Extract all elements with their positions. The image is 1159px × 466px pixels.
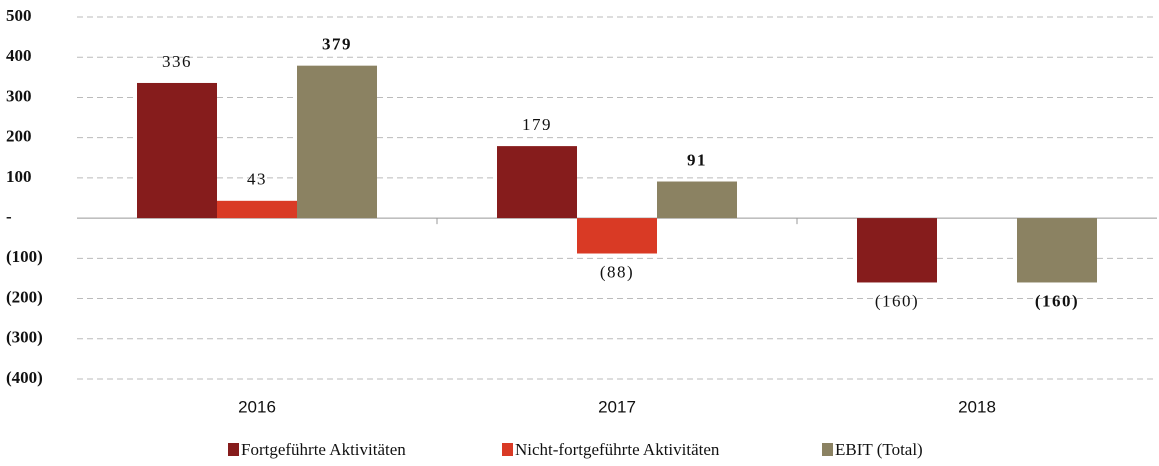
x-tick-label: 2017 (598, 397, 636, 416)
y-tick-label: 100 (6, 167, 32, 186)
value-label: (160) (875, 291, 919, 310)
value-label: 179 (522, 115, 552, 134)
y-tick-label: (100) (6, 247, 43, 266)
value-label: (88) (600, 262, 634, 281)
value-label: 379 (322, 35, 352, 54)
x-tick-label: 2018 (958, 397, 996, 416)
y-tick-label: - (6, 207, 12, 226)
y-tick-label: (400) (6, 368, 43, 387)
y-tick-label: 500 (6, 6, 32, 25)
value-label: 43 (247, 170, 267, 189)
x-tick-label: 2016 (238, 397, 276, 416)
y-tick-label: (200) (6, 287, 43, 306)
legend-label: Nicht-fortgeführte Aktivitäten (515, 440, 720, 459)
y-tick-label: 300 (6, 86, 32, 105)
bar (577, 218, 657, 254)
bar (137, 82, 217, 219)
bar (497, 146, 577, 219)
bar (857, 218, 937, 283)
legend-swatch (822, 443, 833, 456)
value-label: 336 (162, 52, 192, 71)
value-label: (160) (1035, 291, 1079, 310)
legend-swatch (228, 443, 239, 456)
y-tick-label: 200 (6, 127, 32, 146)
bar (1017, 218, 1097, 283)
y-tick-label: (300) (6, 328, 43, 347)
legend-label: EBIT (Total) (835, 440, 923, 459)
bar (217, 200, 297, 219)
legend-label: Fortgeführte Aktivitäten (241, 440, 406, 459)
bar (297, 65, 377, 219)
value-label: 91 (687, 150, 707, 169)
legend-swatch (502, 443, 513, 456)
y-tick-label: 400 (6, 46, 32, 65)
bar (657, 181, 737, 219)
